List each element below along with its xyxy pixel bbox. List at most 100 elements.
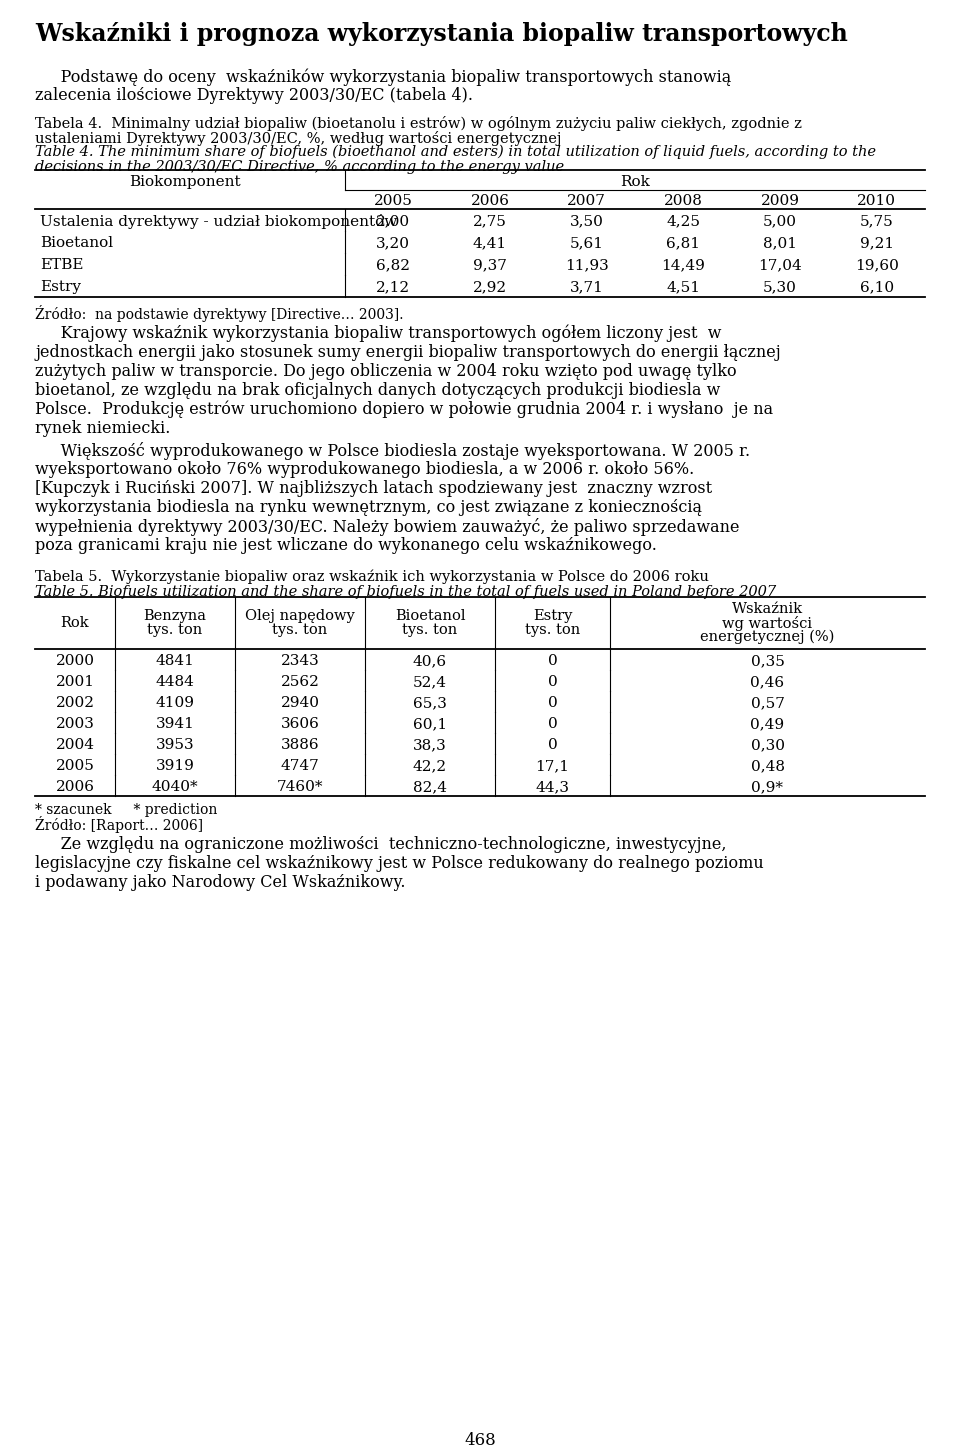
Text: 6,10: 6,10 (859, 279, 894, 294)
Text: Rok: Rok (620, 175, 650, 189)
Text: wypełnienia dyrektywy 2003/30/EC. Należy bowiem zauważyć, że paliwo sprzedawane: wypełnienia dyrektywy 2003/30/EC. Należy… (35, 518, 739, 535)
Text: Estry: Estry (40, 279, 81, 294)
Text: wg wartości: wg wartości (723, 615, 812, 631)
Text: 2007: 2007 (567, 194, 606, 208)
Text: Bioetanol: Bioetanol (395, 610, 466, 623)
Text: Estry: Estry (533, 610, 572, 623)
Text: Table 4. The minimum share of biofuels (bioethanol and esters) in total utilizat: Table 4. The minimum share of biofuels (… (35, 146, 876, 160)
Text: 8,01: 8,01 (763, 236, 797, 250)
Text: 3886: 3886 (280, 738, 320, 752)
Text: wyeksportowano około 76% wyprodukowanego biodiesla, a w 2006 r. około 56%.: wyeksportowano około 76% wyprodukowanego… (35, 461, 694, 479)
Text: 5,30: 5,30 (763, 279, 797, 294)
Text: 2005: 2005 (373, 194, 413, 208)
Text: 5,75: 5,75 (860, 214, 894, 228)
Text: 4109: 4109 (156, 695, 195, 710)
Text: Wskaźnik: Wskaźnik (732, 602, 804, 615)
Text: i podawany jako Narodowy Cel Wskaźnikowy.: i podawany jako Narodowy Cel Wskaźnikowy… (35, 874, 405, 890)
Text: 4747: 4747 (280, 760, 320, 773)
Text: ETBE: ETBE (40, 258, 84, 272)
Text: 19,60: 19,60 (854, 258, 899, 272)
Text: 2010: 2010 (857, 194, 897, 208)
Text: 6,81: 6,81 (666, 236, 701, 250)
Text: 2006: 2006 (470, 194, 510, 208)
Text: 2940: 2940 (280, 695, 320, 710)
Text: 0: 0 (547, 717, 558, 730)
Text: 2562: 2562 (280, 675, 320, 690)
Text: 0: 0 (547, 653, 558, 668)
Text: Źródło:  na podstawie dyrektywy [Directive… 2003].: Źródło: na podstawie dyrektywy [Directiv… (35, 306, 403, 322)
Text: 2,12: 2,12 (376, 279, 410, 294)
Text: [Kupczyk i Ruciński 2007]. W najbliższych latach spodziewany jest  znaczny wzros: [Kupczyk i Ruciński 2007]. W najbliższyc… (35, 480, 712, 498)
Text: 52,4: 52,4 (413, 675, 447, 690)
Text: decisions in the 2003/30/EC Directive, % according to the energy value: decisions in the 2003/30/EC Directive, %… (35, 160, 564, 175)
Text: Ustalenia dyrektywy - udział biokomponentów: Ustalenia dyrektywy - udział biokomponen… (40, 214, 397, 228)
Text: legislacyjne czy fiskalne cel wskaźnikowy jest w Polsce redukowany do realnego p: legislacyjne czy fiskalne cel wskaźnikow… (35, 856, 764, 872)
Text: 2009: 2009 (760, 194, 800, 208)
Text: 2,75: 2,75 (473, 214, 507, 228)
Text: 4,51: 4,51 (666, 279, 701, 294)
Text: 0,57: 0,57 (751, 695, 784, 710)
Text: 2002: 2002 (56, 695, 94, 710)
Text: 44,3: 44,3 (536, 780, 569, 794)
Text: 17,04: 17,04 (758, 258, 802, 272)
Text: 3941: 3941 (156, 717, 195, 730)
Text: 4,25: 4,25 (666, 214, 701, 228)
Text: Rok: Rok (60, 615, 89, 630)
Text: 0,46: 0,46 (751, 675, 784, 690)
Text: 0,9*: 0,9* (752, 780, 783, 794)
Text: Biokomponent: Biokomponent (130, 175, 241, 189)
Text: Tabela 5.  Wykorzystanie biopaliw oraz wskaźnik ich wykorzystania w Polsce do 20: Tabela 5. Wykorzystanie biopaliw oraz ws… (35, 570, 708, 585)
Text: tys. ton: tys. ton (148, 623, 203, 637)
Text: rynek niemiecki.: rynek niemiecki. (35, 420, 170, 436)
Text: 3953: 3953 (156, 738, 194, 752)
Text: tys. ton: tys. ton (525, 623, 580, 637)
Text: 40,6: 40,6 (413, 653, 447, 668)
Text: wykorzystania biodiesla na rynku wewnętrznym, co jest związane z koniecznością: wykorzystania biodiesla na rynku wewnętr… (35, 499, 702, 517)
Text: bioetanol, ze względu na brak oficjalnych danych dotyczących produkcji biodiesla: bioetanol, ze względu na brak oficjalnyc… (35, 383, 720, 399)
Text: 0,35: 0,35 (751, 653, 784, 668)
Text: poza granicami kraju nie jest wliczane do wykonanego celu wskaźnikowego.: poza granicami kraju nie jest wliczane d… (35, 537, 657, 554)
Text: 2,00: 2,00 (376, 214, 410, 228)
Text: Benzyna: Benzyna (143, 610, 206, 623)
Text: Krajowy wskaźnik wykorzystania biopaliw transportowych ogółem liczony jest  w: Krajowy wskaźnik wykorzystania biopaliw … (35, 324, 722, 342)
Text: 9,37: 9,37 (473, 258, 507, 272)
Text: Olej napędowy: Olej napędowy (245, 610, 355, 623)
Text: 0: 0 (547, 738, 558, 752)
Text: 3606: 3606 (280, 717, 320, 730)
Text: 0,30: 0,30 (751, 738, 784, 752)
Text: 3,20: 3,20 (376, 236, 410, 250)
Text: zalecenia ilościowe Dyrektywy 2003/30/EC (tabela 4).: zalecenia ilościowe Dyrektywy 2003/30/EC… (35, 87, 473, 103)
Text: 0,48: 0,48 (751, 760, 784, 773)
Text: 3,50: 3,50 (569, 214, 604, 228)
Text: Polsce.  Produkcję estrów uruchomiono dopiero w połowie grudnia 2004 r. i wysłan: Polsce. Produkcję estrów uruchomiono dop… (35, 402, 773, 419)
Text: 2005: 2005 (56, 760, 94, 773)
Text: 9,21: 9,21 (859, 236, 894, 250)
Text: 4841: 4841 (156, 653, 195, 668)
Text: 38,3: 38,3 (413, 738, 446, 752)
Text: 2,92: 2,92 (473, 279, 507, 294)
Text: zużytych paliw w transporcie. Do jego obliczenia w 2004 roku wzięto pod uwagę ty: zużytych paliw w transporcie. Do jego ob… (35, 362, 736, 380)
Text: 4040*: 4040* (152, 780, 199, 794)
Text: 468: 468 (464, 1432, 496, 1449)
Text: 0: 0 (547, 675, 558, 690)
Text: * szacunek     * prediction: * szacunek * prediction (35, 803, 217, 818)
Text: Większość wyprodukowanego w Polsce biodiesla zostaje wyeksportowana. W 2005 r.: Większość wyprodukowanego w Polsce biodi… (35, 442, 750, 460)
Text: Wskaźniki i prognoza wykorzystania biopaliw transportowych: Wskaźniki i prognoza wykorzystania biopa… (35, 22, 848, 47)
Text: 11,93: 11,93 (564, 258, 609, 272)
Text: 0,49: 0,49 (751, 717, 784, 730)
Text: ustaleniami Dyrektywy 2003/30/EC, %, według wartości energetycznej: ustaleniami Dyrektywy 2003/30/EC, %, wed… (35, 131, 562, 146)
Text: 2001: 2001 (56, 675, 94, 690)
Text: tys. ton: tys. ton (273, 623, 327, 637)
Text: energetycznej (%): energetycznej (%) (700, 630, 834, 645)
Text: 5,61: 5,61 (569, 236, 604, 250)
Text: tys. ton: tys. ton (402, 623, 458, 637)
Text: 0: 0 (547, 695, 558, 710)
Text: 42,2: 42,2 (413, 760, 447, 773)
Text: 2343: 2343 (280, 653, 320, 668)
Text: 60,1: 60,1 (413, 717, 447, 730)
Text: 4,41: 4,41 (473, 236, 507, 250)
Text: 4484: 4484 (156, 675, 195, 690)
Text: Źródło: [Raport… 2006]: Źródło: [Raport… 2006] (35, 816, 204, 834)
Text: 17,1: 17,1 (536, 760, 569, 773)
Text: Tabela 4.  Minimalny udział biopaliw (bioetanolu i estrów) w ogólnym zużyciu pal: Tabela 4. Minimalny udział biopaliw (bio… (35, 116, 802, 131)
